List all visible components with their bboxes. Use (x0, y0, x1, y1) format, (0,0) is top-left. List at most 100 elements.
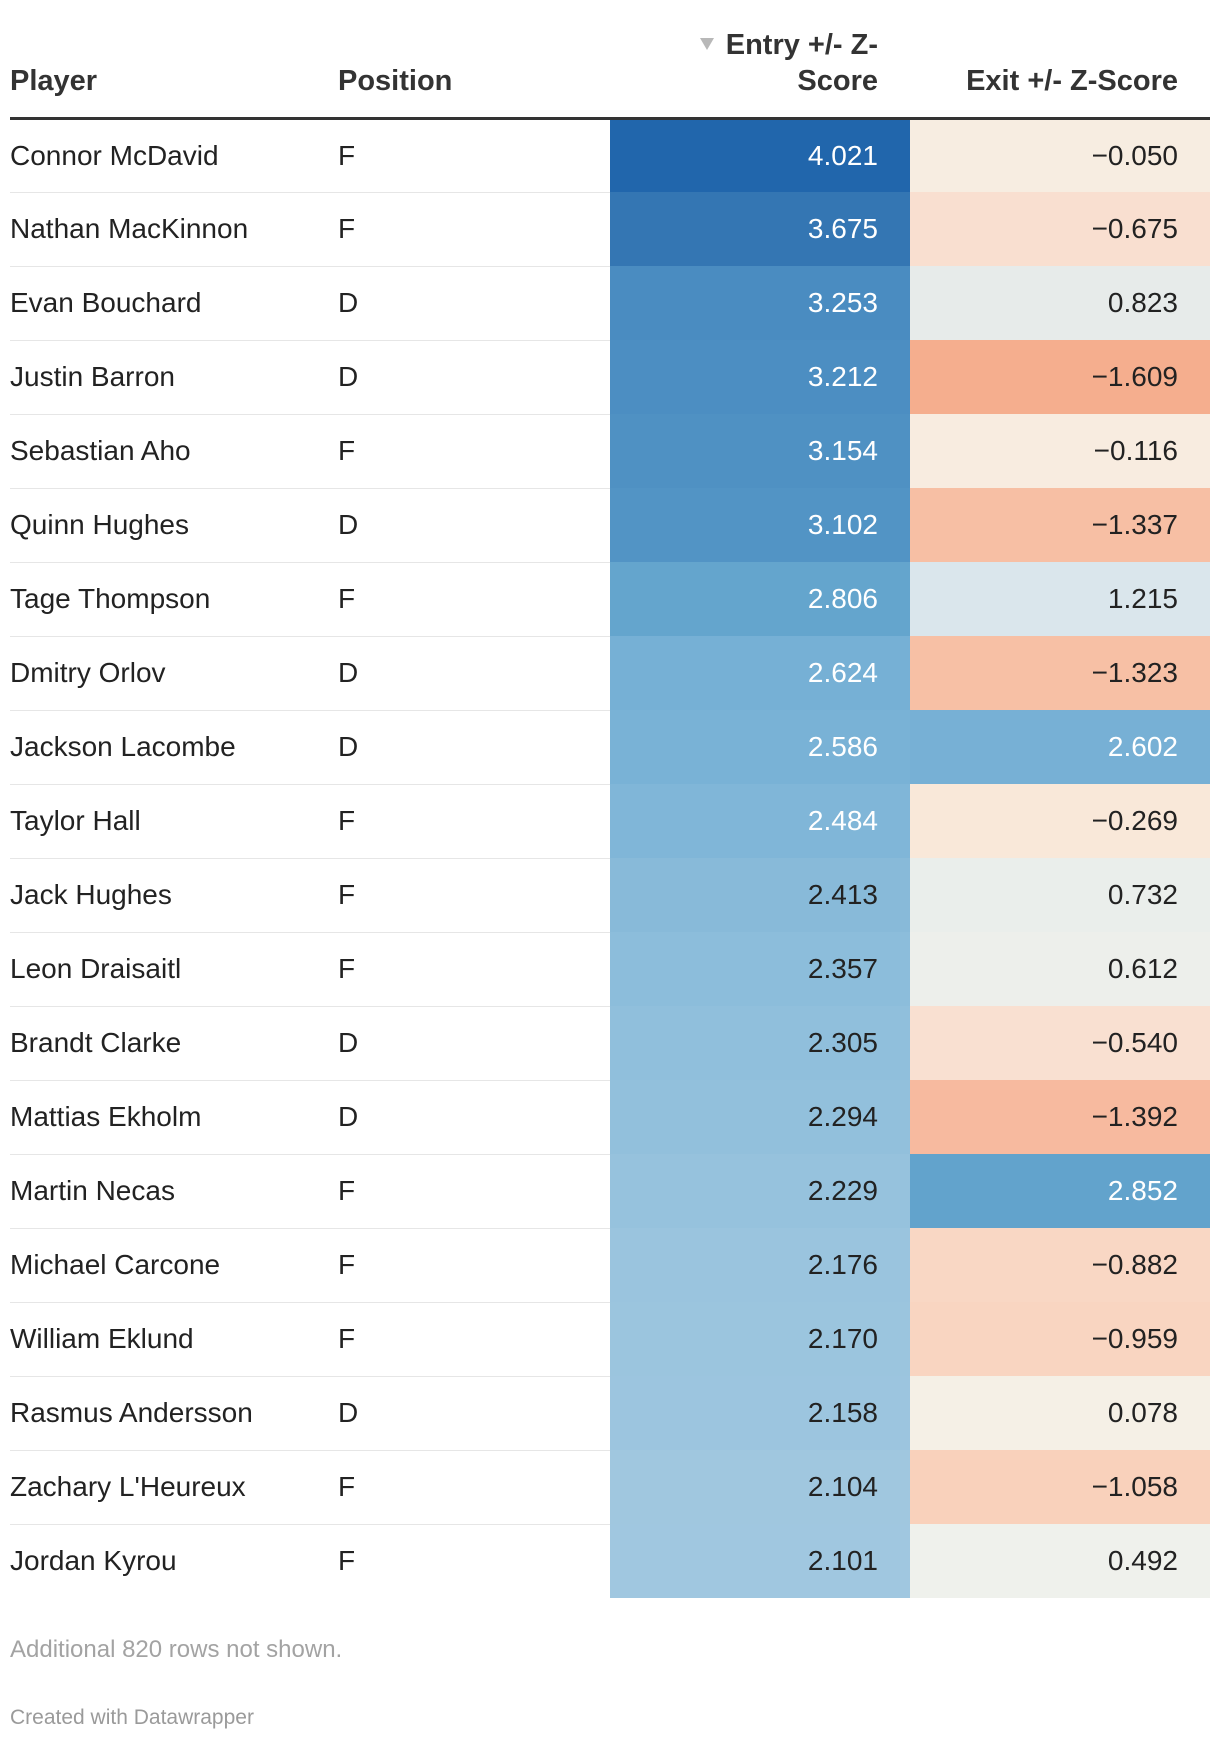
cell-exit-zscore: −1.323 (910, 636, 1210, 710)
table-row: Sebastian Aho F 3.154 −0.116 (10, 414, 1210, 489)
cell-position: D (338, 488, 610, 563)
table-row: Michael Carcone F 2.176 −0.882 (10, 1228, 1210, 1303)
cell-entry-zscore: 2.413 (610, 858, 910, 932)
cell-position: F (338, 1228, 610, 1303)
cell-position: D (338, 636, 610, 711)
cell-entry-zscore: 2.586 (610, 710, 910, 784)
table-body: Connor McDavid F 4.021 −0.050 Nathan MacKinn… (10, 118, 1210, 1598)
cell-exit-zscore: 0.732 (910, 858, 1210, 932)
cell-entry-zscore: 3.154 (610, 414, 910, 488)
column-header-exit[interactable]: Exit +/- Z-Score (910, 0, 1210, 120)
cell-player: Sebastian Aho (10, 414, 338, 489)
table-row: Martin Necas F 2.229 2.852 (10, 1154, 1210, 1229)
datawrapper-credit: Created with Datawrapper (10, 1706, 254, 1729)
cell-player: Michael Carcone (10, 1228, 338, 1303)
table-row: Jordan Kyrou F 2.101 0.492 (10, 1524, 1210, 1598)
table-row: Justin Barron D 3.212 −1.609 (10, 340, 1210, 415)
cell-player: Martin Necas (10, 1154, 338, 1229)
cell-entry-zscore: 2.101 (610, 1524, 910, 1598)
table-row: Rasmus Andersson D 2.158 0.078 (10, 1376, 1210, 1451)
cell-player: Nathan MacKinnon (10, 192, 338, 267)
cell-entry-zscore: 2.176 (610, 1228, 910, 1302)
cell-entry-zscore: 2.305 (610, 1006, 910, 1080)
cell-player: Taylor Hall (10, 784, 338, 859)
cell-position: F (338, 1302, 610, 1377)
cell-entry-zscore: 2.624 (610, 636, 910, 710)
cell-player: Zachary L'Heureux (10, 1450, 338, 1525)
cell-position: D (338, 1376, 610, 1451)
column-header-position-label: Position (338, 64, 453, 97)
cell-position: F (338, 1450, 610, 1525)
cell-exit-zscore: 2.852 (910, 1154, 1210, 1228)
table-row: Mattias Ekholm D 2.294 −1.392 (10, 1080, 1210, 1155)
cell-position: F (338, 1154, 610, 1229)
cell-player: Quinn Hughes (10, 488, 338, 563)
cell-player: Leon Draisaitl (10, 932, 338, 1007)
cell-position: F (338, 118, 610, 193)
cell-position: F (338, 784, 610, 859)
cell-player: Evan Bouchard (10, 266, 338, 341)
cell-exit-zscore: 1.215 (910, 562, 1210, 636)
cell-position: F (338, 858, 610, 933)
cell-player: Dmitry Orlov (10, 636, 338, 711)
table-row: Zachary L'Heureux F 2.104 −1.058 (10, 1450, 1210, 1525)
cell-position: D (338, 1006, 610, 1081)
cell-player: Justin Barron (10, 340, 338, 415)
cell-exit-zscore: −0.959 (910, 1302, 1210, 1376)
cell-entry-zscore: 3.102 (610, 488, 910, 562)
table-row: Connor McDavid F 4.021 −0.050 (10, 118, 1210, 193)
cell-player: Jack Hughes (10, 858, 338, 933)
data-table: Player Position Entry +/- Z- Score Exit … (10, 0, 1210, 1598)
table-row: Quinn Hughes D 3.102 −1.337 (10, 488, 1210, 563)
cell-entry-zscore: 2.484 (610, 784, 910, 858)
cell-entry-zscore: 3.212 (610, 340, 910, 414)
column-header-entry-line2: Score (797, 64, 878, 97)
cell-player: Jordan Kyrou (10, 1545, 177, 1577)
cell-entry-zscore: 3.675 (610, 192, 910, 266)
column-header-player-label: Player (10, 64, 98, 97)
table-container: Player Position Entry +/- Z- Score Exit … (10, 0, 1210, 1598)
column-header-entry-text1: Entry +/- Z- (725, 28, 878, 61)
cell-position: D (338, 340, 610, 415)
cell-position: F (338, 192, 610, 267)
column-header-entry[interactable]: Entry +/- Z- Score (610, 0, 910, 120)
cell-exit-zscore: −1.337 (910, 488, 1210, 562)
column-header-exit-label: Exit +/- Z-Score (966, 64, 1178, 97)
table-row: Dmitry Orlov D 2.624 −1.323 (10, 636, 1210, 711)
cell-exit-zscore: −0.882 (910, 1228, 1210, 1302)
cell-player: William Eklund (10, 1302, 338, 1377)
cell-position: D (338, 1080, 610, 1155)
cell-position: F (338, 1545, 356, 1577)
table-row: Taylor Hall F 2.484 −0.269 (10, 784, 1210, 859)
cell-position: D (338, 266, 610, 341)
table-row: Brandt Clarke D 2.305 −0.540 (10, 1006, 1210, 1081)
table-row: Evan Bouchard D 3.253 0.823 (10, 266, 1210, 341)
cell-entry-zscore: 4.021 (610, 118, 910, 192)
table-row: Tage Thompson F 2.806 1.215 (10, 562, 1210, 637)
cell-player: Brandt Clarke (10, 1006, 338, 1081)
cell-exit-zscore: 0.612 (910, 932, 1210, 1006)
cell-position: F (338, 932, 610, 1007)
cell-position: F (338, 414, 610, 489)
cell-entry-zscore: 2.158 (610, 1376, 910, 1450)
sort-descending-icon (699, 37, 714, 50)
cell-entry-zscore: 2.294 (610, 1080, 910, 1154)
cell-entry-zscore: 2.806 (610, 562, 910, 636)
cell-position: F (338, 562, 610, 637)
cell-exit-zscore: 2.602 (910, 710, 1210, 784)
cell-entry-zscore: 2.229 (610, 1154, 910, 1228)
cell-exit-zscore: −1.058 (910, 1450, 1210, 1524)
cell-exit-zscore: −0.116 (910, 414, 1210, 488)
table-row: Jack Hughes F 2.413 0.732 (10, 858, 1210, 933)
cell-exit-zscore: −0.050 (910, 118, 1210, 192)
column-header-player[interactable]: Player (10, 0, 338, 120)
cell-player: Jackson Lacombe (10, 710, 338, 785)
cell-entry-zscore: 2.170 (610, 1302, 910, 1376)
rows-not-shown-note: Additional 820 rows not shown. (10, 1636, 343, 1663)
table-row: Leon Draisaitl F 2.357 0.612 (10, 932, 1210, 1007)
cell-exit-zscore: 0.078 (910, 1376, 1210, 1450)
cell-entry-zscore: 2.357 (610, 932, 910, 1006)
table-row: Jackson Lacombe D 2.586 2.602 (10, 710, 1210, 785)
column-header-position[interactable]: Position (338, 0, 610, 120)
cell-entry-zscore: 2.104 (610, 1450, 910, 1524)
